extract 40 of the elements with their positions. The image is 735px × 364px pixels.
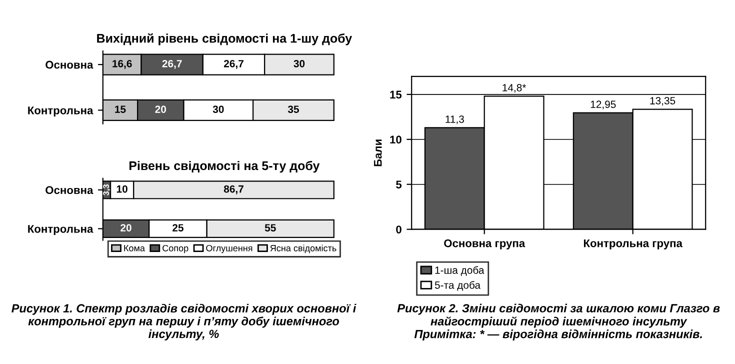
data-label: 86,7: [224, 185, 244, 194]
y-tick-label: Контрольна: [28, 225, 94, 236]
chart-title: Рівень свідомості на 5-ту добу: [129, 160, 320, 173]
data-label: 55: [264, 224, 276, 232]
data-label: 11,3: [446, 115, 464, 124]
data-label: 30: [294, 60, 305, 68]
y-tick-label: 0: [396, 226, 402, 234]
data-label: 13,35: [650, 97, 676, 106]
data-label: 26,7: [224, 60, 244, 69]
legend-label: Ясна свідомість: [270, 244, 336, 254]
legend-label: Оглушення: [206, 244, 252, 254]
y-tick-label: Основна: [46, 60, 94, 69]
legend-label: 1-ша доба: [435, 266, 484, 276]
data-label: 10: [116, 185, 128, 193]
text: Примітка: * — вірогідна відмінність показників.: [414, 330, 702, 341]
data-label: 14,8*: [502, 84, 526, 93]
legend-label: Сопор: [162, 244, 188, 254]
y-tick-label: Основна: [46, 186, 94, 194]
data-label: 25: [172, 224, 184, 232]
data-label: 15: [115, 106, 126, 113]
data-label: 26,7: [162, 60, 182, 69]
text: Рисунок 1. Спектр розладів свідомості хворих основної і контрольної груп на першу і п’яту добу ішемічного інсульту, %: [12, 304, 356, 340]
y-tick-label: Контрольна: [28, 106, 94, 117]
legend-label: 5-та доба: [434, 281, 481, 291]
data-label: 35: [288, 106, 299, 113]
chart-title: Вихідний рівень свідомості на 1-шу добу: [97, 33, 352, 46]
legend-label: Кома: [124, 245, 145, 252]
text: Рисунок 2. Зміни свідомості за шкалою коми Глазго в найгостріший період ішемічного інсульту: [397, 304, 720, 328]
data-label: 20: [120, 224, 132, 232]
data-label: 30: [212, 106, 224, 113]
x-tick-label: Основна група: [444, 239, 526, 250]
y-axis-title: Бали: [374, 140, 382, 166]
data-label: 12,95: [590, 100, 616, 110]
data-label: 20: [155, 106, 166, 113]
data-label: 3,3: [103, 184, 110, 196]
y-tick-label: 15: [390, 90, 402, 99]
data-label: 16,6: [112, 60, 132, 69]
x-tick-label: Контрольна група: [584, 239, 683, 250]
y-tick-label: 10: [390, 136, 402, 144]
y-tick-label: 5: [396, 180, 402, 188]
